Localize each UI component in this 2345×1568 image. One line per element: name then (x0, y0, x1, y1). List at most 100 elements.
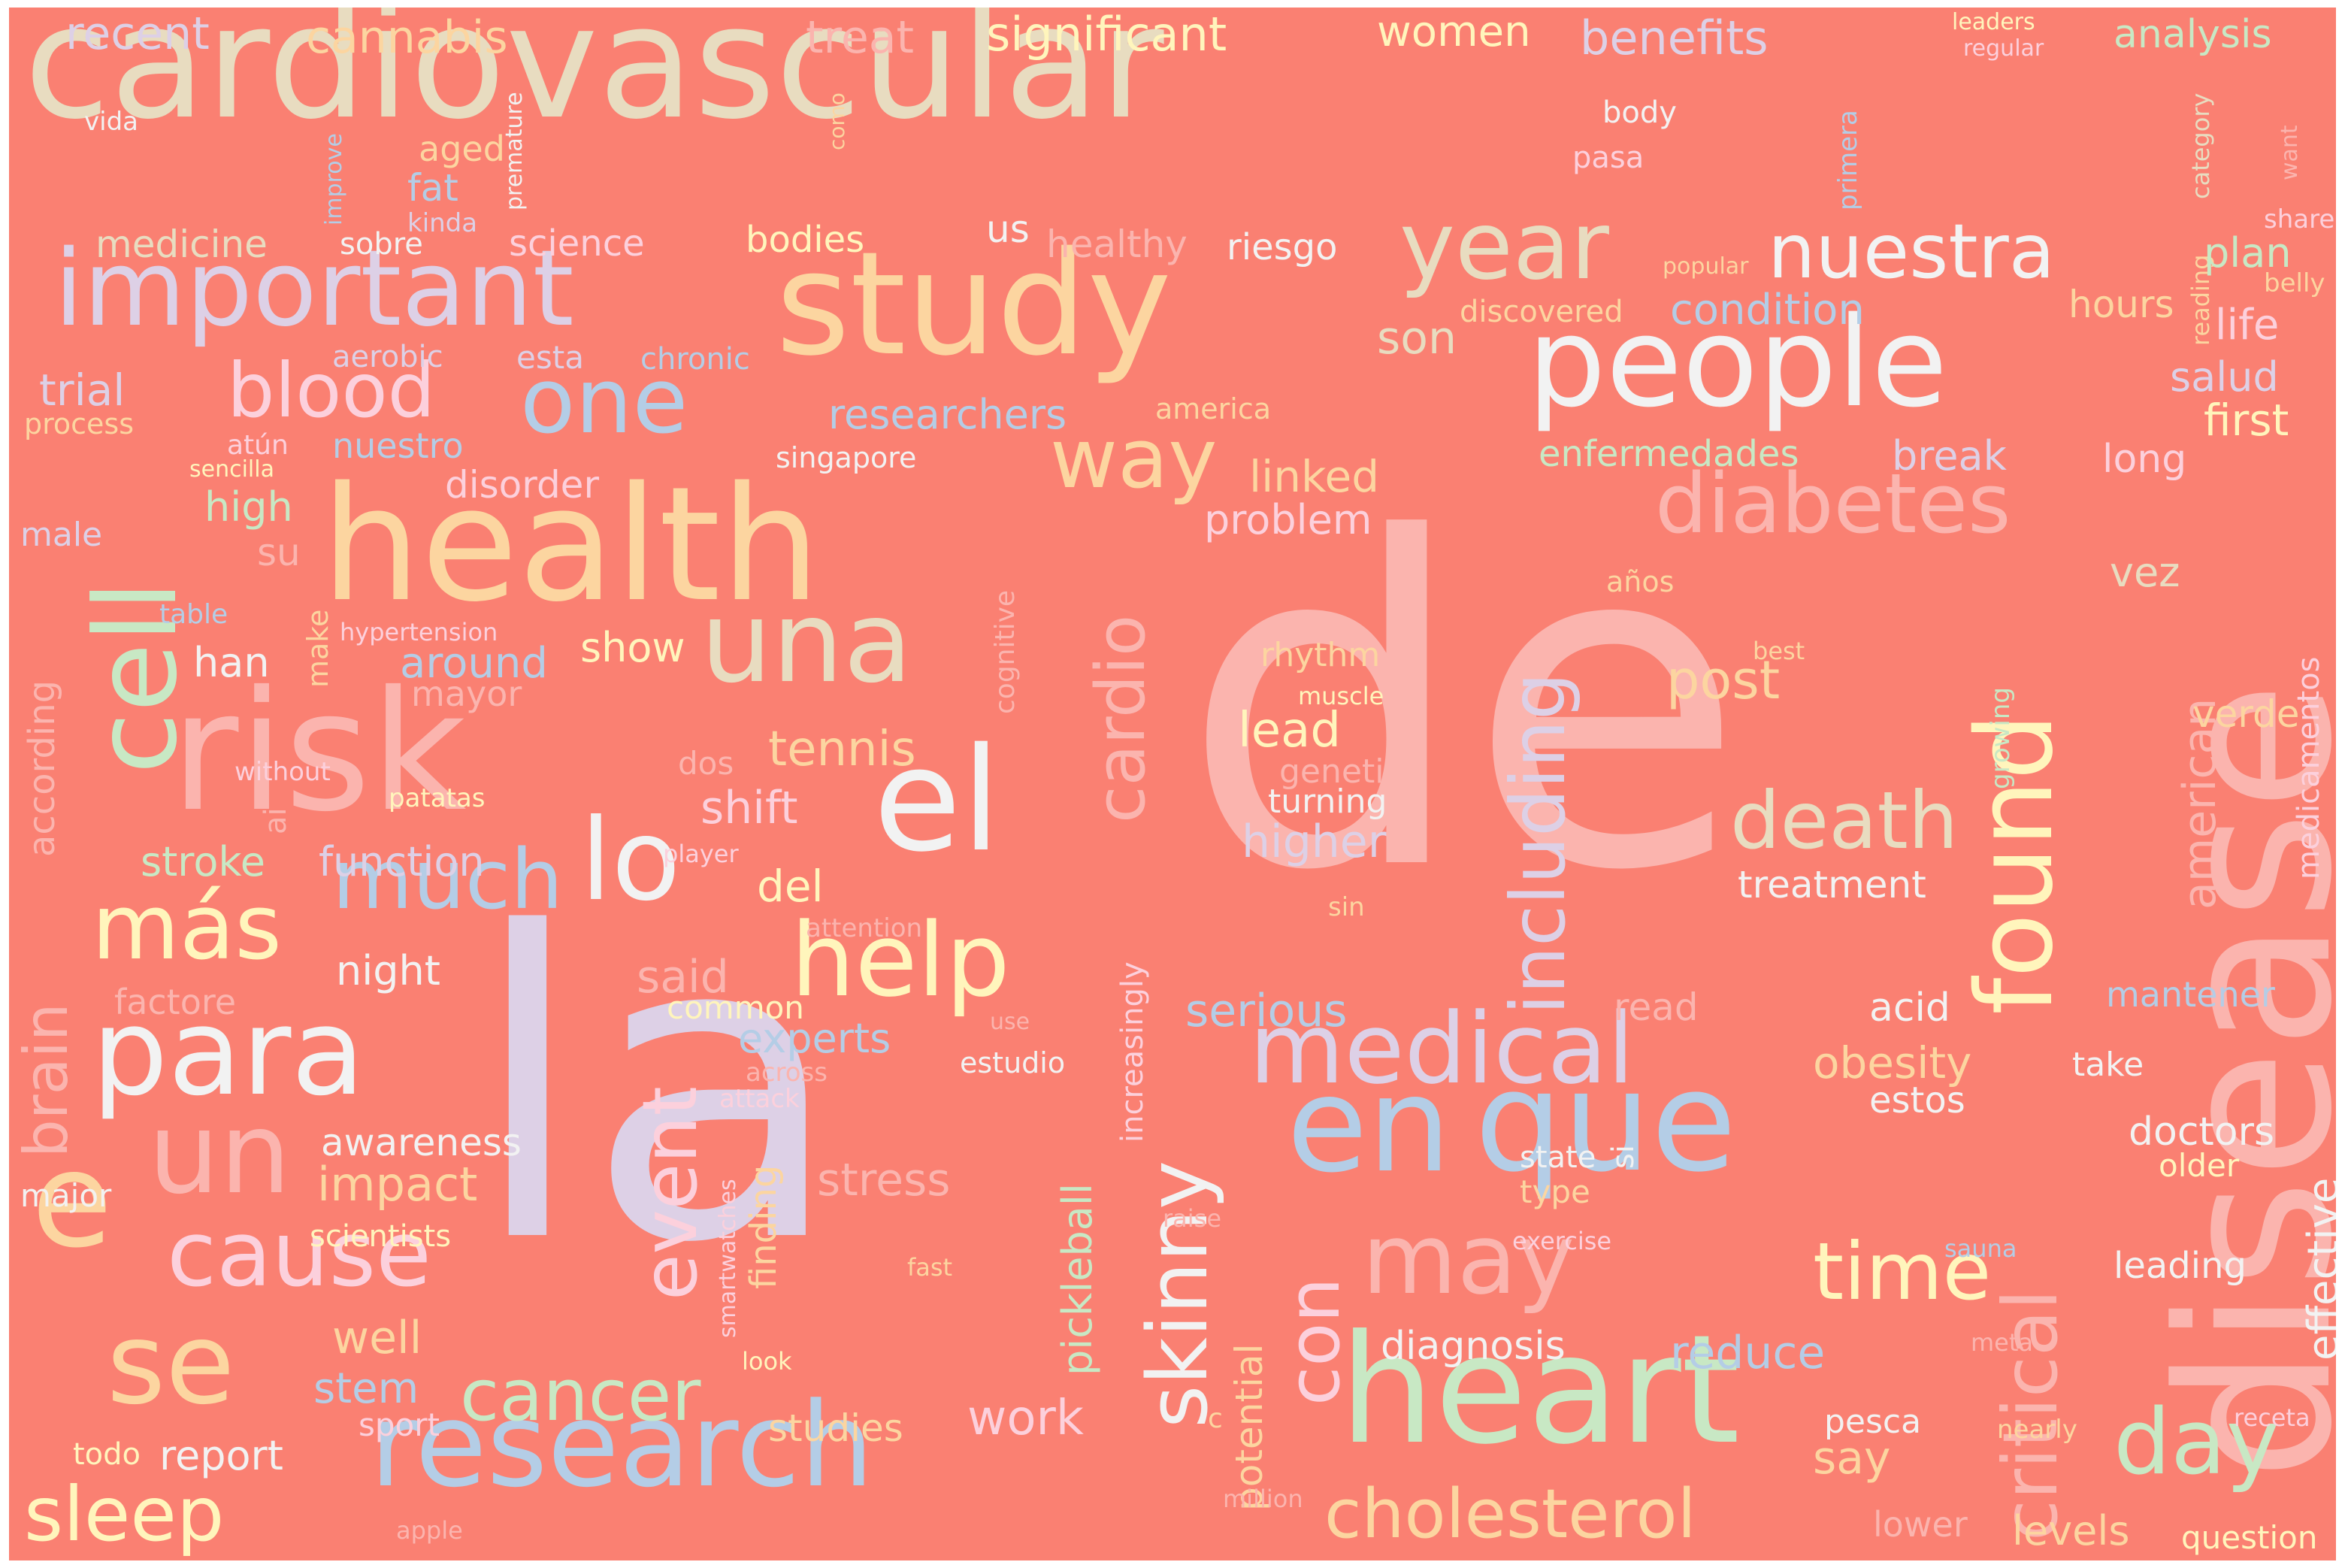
word-treatment: treatment (1738, 863, 1926, 907)
word-cardio: cardio (1082, 614, 1160, 823)
word-high: high (204, 483, 293, 531)
word-help: help (791, 901, 1010, 1019)
word-function: function (319, 838, 485, 885)
word-si: si (1606, 1145, 1641, 1169)
word-effective: effective (2299, 1177, 2336, 1361)
word-fat: fat (407, 166, 458, 210)
word-sobre: sobre (340, 227, 423, 262)
word-como: como (825, 92, 849, 150)
word-sport: sport (359, 1406, 440, 1443)
word-chronic: chronic (640, 342, 750, 377)
word-read: read (1614, 985, 1699, 1029)
word-sin: sin (1328, 892, 1365, 922)
word-nuestra: nuestra (1768, 207, 2055, 295)
word-treat: treat (806, 11, 915, 64)
word-mantener: mantener (2106, 974, 2275, 1015)
word-category: category (2186, 92, 2215, 199)
word-health: health (321, 453, 821, 637)
word-people: people (1527, 290, 1948, 434)
word-cancer: cancer (460, 1355, 701, 1437)
word-sauna: sauna (1944, 1234, 2017, 1263)
word-women: women (1377, 8, 1531, 56)
word-according: according (21, 680, 63, 857)
word-break: break (1892, 432, 2007, 480)
word-c: c (1208, 1403, 1223, 1434)
word-mayor: mayor (411, 674, 522, 714)
word-estos: estos (1869, 1079, 1965, 1122)
word-use: use (990, 1009, 1030, 1035)
word-lo: lo (580, 795, 681, 926)
word-pickleball: pickleball (1054, 1183, 1101, 1376)
word-el: el (873, 717, 1001, 883)
word-well: well (332, 1312, 422, 1364)
word-work: work (967, 1391, 1084, 1446)
word-salud: salud (2170, 353, 2279, 401)
word-take: take (2072, 1046, 2144, 1084)
word-popular: popular (1663, 253, 1749, 280)
word-para: para (92, 982, 365, 1122)
word-del: del (757, 861, 824, 912)
word-vida: vida (84, 107, 138, 137)
word-recent: recent (65, 8, 210, 60)
word-patatas: patatas (389, 783, 486, 813)
word-raise: raise (1163, 1204, 1222, 1233)
word-esta: esta (516, 339, 584, 376)
word-awareness: awareness (321, 1121, 522, 1164)
word-vez: vez (2110, 549, 2180, 596)
word-reduce: reduce (1670, 1327, 1826, 1379)
word-including: including (1494, 672, 1582, 1015)
word-stem: stem (313, 1364, 419, 1413)
word-en: en (1287, 1049, 1451, 1202)
word-researchers: researchers (828, 391, 1067, 438)
word-look: look (742, 1347, 792, 1376)
word-estudio: estudio (960, 1046, 1066, 1079)
word-growing: growing (1986, 687, 2016, 789)
word-hours: hours (2068, 283, 2174, 326)
word-major: major (20, 1177, 112, 1214)
word-one: one (520, 350, 688, 454)
word-sencilla: sencilla (189, 456, 274, 483)
word-increasingly: increasingly (1115, 961, 1150, 1143)
word-stress: stress (817, 1154, 951, 1206)
word-nuestro: nuestro (332, 425, 464, 466)
word-medicamentos: medicamentos (2292, 656, 2326, 879)
word-serious: serious (1185, 985, 1348, 1037)
word-receta: receta (2234, 1403, 2310, 1432)
word-todo: todo (73, 1437, 141, 1472)
word-discovered: discovered (1460, 295, 1623, 329)
word-exercise: exercise (1512, 1227, 1612, 1255)
word-riesgo: riesgo (1227, 226, 1338, 268)
word-benefits: benefits (1580, 11, 1769, 65)
word-day: day (2114, 1391, 2280, 1495)
word-sleep: sleep (24, 1470, 225, 1558)
word-e: e (32, 1125, 113, 1277)
word-plan: plan (2204, 229, 2292, 277)
word-skinny: skinny (1130, 1160, 1226, 1428)
word-risk: risk (171, 655, 467, 848)
word-medical: medical (1249, 991, 1635, 1106)
word-linked: linked (1249, 451, 1380, 502)
word-una: una (700, 577, 913, 708)
word-fast: fast (907, 1253, 953, 1282)
word-type: type (1520, 1173, 1590, 1210)
word-lead: lead (1238, 703, 1341, 758)
word-research: research (370, 1377, 874, 1513)
word-much: much (332, 831, 564, 928)
word-significant: significant (986, 8, 1227, 62)
word-cause: cause (167, 1203, 431, 1307)
word-obesity: obesity (1813, 1037, 1972, 1088)
word-meta: meta (1971, 1328, 2034, 1357)
word-dos: dos (678, 745, 734, 782)
word-atun: atún (227, 430, 289, 461)
word-report: report (159, 1432, 283, 1479)
word-america: america (1155, 392, 1272, 425)
word-regular: regular (1963, 35, 2044, 62)
word-around: around (400, 639, 548, 688)
word-show: show (580, 624, 685, 671)
word-singapore: singapore (776, 441, 917, 474)
word-pasa: pasa (1572, 141, 1645, 175)
word-may: may (1362, 1202, 1575, 1316)
word-condition: condition (1670, 286, 1865, 334)
word-la: la (469, 845, 844, 1335)
word-scientists: scientists (310, 1219, 452, 1254)
